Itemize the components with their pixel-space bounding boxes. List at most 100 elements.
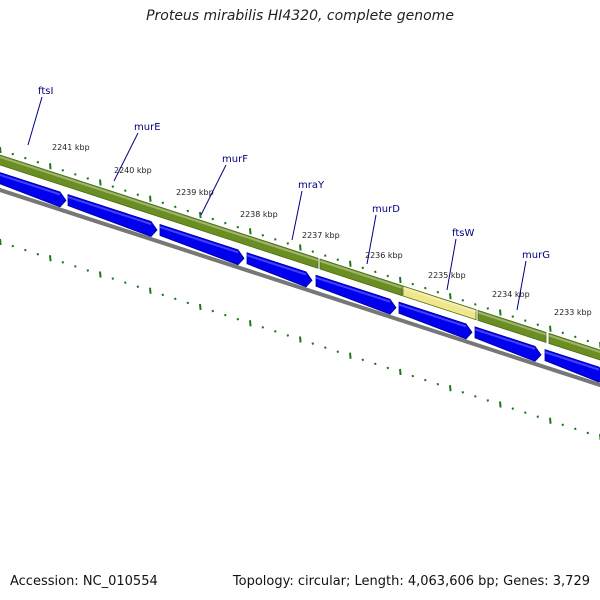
kbp-label: 2241 kbp	[52, 143, 90, 152]
gene-label-murD: murD	[372, 204, 400, 215]
gene-segment-shine	[548, 334, 600, 354]
kbp-label: 2236 kbp	[365, 251, 403, 260]
skew-dot	[536, 323, 540, 326]
skew-dot	[299, 244, 302, 251]
skew-dot	[199, 303, 202, 311]
gene-segment-shine	[0, 155, 319, 262]
skew-dot	[474, 303, 477, 306]
skew-dot	[61, 261, 65, 264]
cds-track	[0, 172, 600, 383]
skew-dot	[236, 317, 240, 321]
gene-leader-line	[291, 190, 303, 241]
skew-dot	[324, 346, 327, 349]
gene-leader-line	[27, 96, 43, 146]
skew-dot	[36, 252, 40, 256]
skew-dot	[149, 287, 152, 294]
cds-arrow-shine	[315, 276, 391, 303]
gene-leader-line	[200, 164, 227, 216]
skew-dot	[174, 205, 177, 209]
skew-dot	[386, 274, 390, 278]
skew-dot	[386, 366, 390, 370]
gene-label-mraY: mraY	[298, 180, 325, 191]
gene-segment-shine	[402, 287, 477, 313]
kbp-ticks: 2241 kbp 2240 kbp 2239 kbp 2238 kbp 2237 kbp…	[52, 143, 592, 317]
skew-dot	[499, 309, 502, 316]
gc-skew-dots	[0, 146, 600, 441]
skew-dot	[474, 395, 477, 398]
skew-dot	[436, 290, 440, 294]
skew-dot	[449, 293, 452, 300]
skew-dot	[74, 173, 77, 176]
skew-dot	[24, 156, 27, 160]
skew-dot	[74, 265, 77, 268]
skew-dot	[336, 350, 340, 353]
skew-dot	[249, 228, 252, 235]
gene-labels: ftsI murE murF mraY murD ftsW murG	[27, 86, 550, 311]
gene-segment	[402, 285, 477, 321]
skew-dot	[511, 407, 515, 410]
gene-label-murF: murF	[222, 154, 248, 165]
skew-dot	[399, 276, 402, 284]
cds-arrow-shine	[474, 328, 536, 350]
skew-dot	[499, 401, 502, 408]
skew-dot	[311, 250, 315, 253]
skew-dot	[236, 225, 240, 229]
skew-dot	[199, 211, 202, 219]
skew-dot	[549, 417, 552, 424]
skew-dot	[274, 330, 277, 333]
gene-segment	[0, 154, 319, 269]
skew-dot	[336, 258, 340, 261]
skew-dot	[449, 385, 452, 392]
cds-arrow-shine	[398, 303, 467, 328]
skew-dot	[249, 320, 252, 327]
skew-dot	[11, 152, 15, 156]
skew-dot	[11, 244, 15, 248]
gene-leader-line	[446, 238, 457, 291]
skew-dot	[211, 309, 215, 313]
skew-dot	[561, 331, 565, 335]
skew-dot	[411, 282, 415, 286]
gene-track	[0, 154, 600, 361]
skew-dot	[574, 427, 577, 431]
cds-arrow	[544, 349, 600, 383]
cds-arrow-shine	[0, 173, 61, 196]
skew-dot	[361, 266, 365, 270]
skew-dot	[99, 271, 102, 278]
gene-segment	[548, 332, 600, 361]
cds-arrow-shine	[67, 196, 152, 225]
skew-dot	[436, 382, 440, 386]
gene-label-murG: murG	[522, 250, 550, 261]
skew-dot	[149, 195, 152, 202]
genome-title: Proteus mirabilis HI4320, complete genom…	[146, 8, 454, 24]
skew-dot	[374, 362, 377, 366]
skew-dot	[349, 260, 352, 267]
skew-dot	[274, 238, 277, 241]
gene-segment-shine	[319, 260, 403, 289]
skew-dot	[286, 334, 290, 337]
skew-dot	[0, 146, 2, 154]
skew-dot	[0, 238, 2, 246]
genome-summary-text: Topology: circular; Length: 4,063,606 bp…	[232, 574, 590, 589]
skew-dot	[111, 277, 115, 280]
skew-dot	[136, 193, 140, 196]
skew-dot	[86, 269, 90, 272]
cds-arrow-shine	[544, 351, 600, 371]
skew-dot	[549, 325, 552, 332]
skew-dot	[99, 179, 102, 186]
skew-dot	[486, 307, 490, 310]
gene-segment	[319, 258, 403, 297]
skew-dot	[224, 313, 227, 317]
gene-leader-line	[366, 214, 377, 265]
skew-dot	[511, 315, 515, 318]
cds-arrow-shine	[159, 226, 239, 254]
skew-dot	[61, 169, 65, 172]
gene-label-ftsI: ftsI	[38, 86, 53, 97]
skew-dot	[536, 415, 540, 418]
gene-segment	[477, 309, 547, 344]
skew-dot	[374, 270, 377, 274]
gene-segment-shine	[477, 311, 547, 336]
skew-dot	[586, 339, 590, 343]
cds-arrow-shine	[246, 254, 307, 276]
gene-leader-line	[113, 132, 139, 182]
